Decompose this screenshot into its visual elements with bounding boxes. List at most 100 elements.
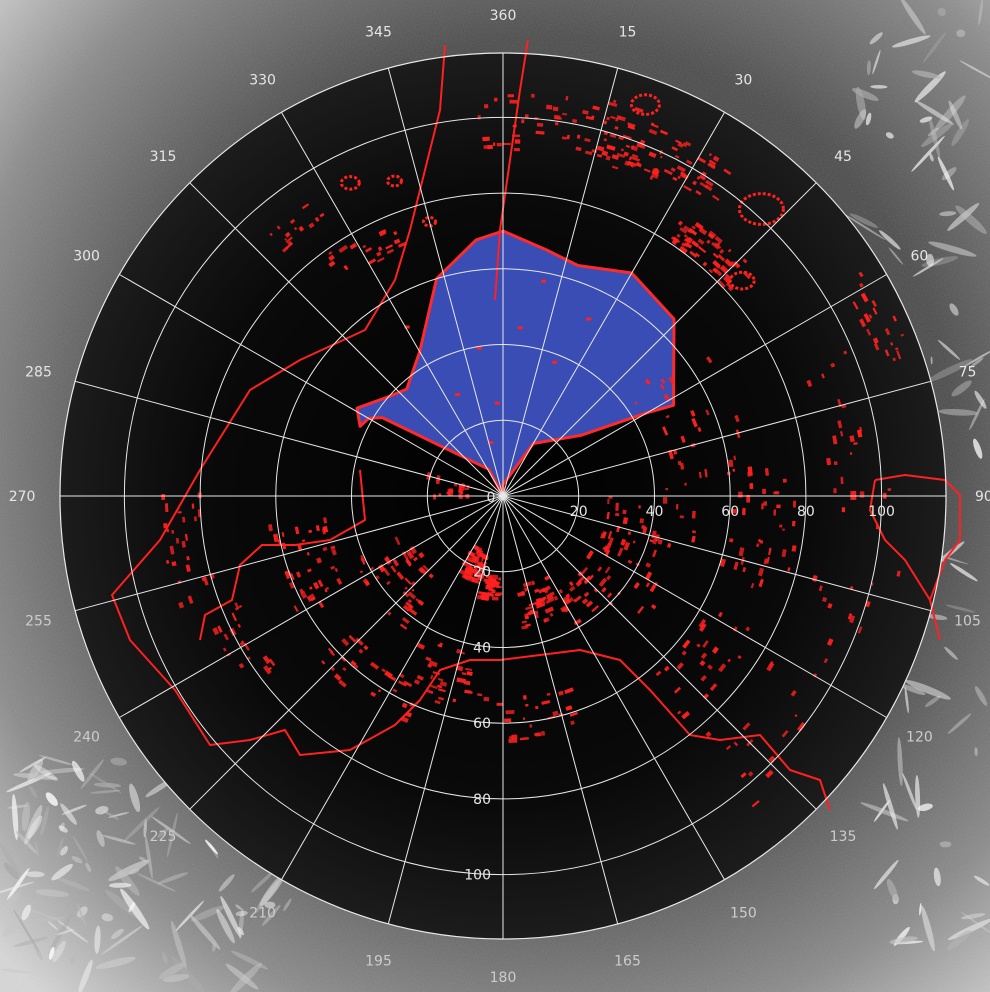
clutter-detection bbox=[645, 562, 651, 568]
clutter-detection bbox=[330, 565, 336, 570]
clutter-detection bbox=[382, 567, 391, 577]
clutter-detection bbox=[859, 491, 865, 498]
clutter-detection bbox=[360, 554, 366, 563]
terrain-ridge bbox=[39, 755, 74, 766]
clutter-detection bbox=[540, 730, 546, 736]
clutter-detection bbox=[718, 663, 727, 673]
clutter-detection bbox=[714, 235, 723, 244]
terrain-ridge bbox=[19, 756, 47, 773]
clutter-detection bbox=[652, 549, 658, 558]
clutter-detection bbox=[684, 482, 687, 486]
clutter-detection bbox=[598, 577, 608, 587]
clutter-detection bbox=[464, 487, 467, 491]
clutter-detection bbox=[459, 491, 464, 495]
clutter-detection bbox=[394, 536, 401, 546]
clutter-detection bbox=[482, 136, 490, 142]
clutter-detection bbox=[872, 307, 878, 315]
clutter-detection bbox=[523, 695, 527, 700]
clutter-detection bbox=[728, 538, 734, 543]
clutter-detection bbox=[507, 94, 514, 98]
clutter-detection bbox=[521, 590, 525, 596]
clutter-detection bbox=[541, 699, 551, 705]
clutter-detection bbox=[404, 577, 412, 585]
clutter-detection bbox=[409, 545, 418, 555]
azimuth-label: 270 bbox=[9, 489, 36, 505]
clutter-detection bbox=[727, 658, 731, 663]
clutter-detection bbox=[377, 246, 383, 252]
azimuth-spoke bbox=[74, 380, 504, 497]
clutter-detection bbox=[717, 254, 726, 262]
clutter-detection bbox=[572, 118, 578, 123]
terrain-ridge bbox=[57, 877, 90, 892]
clutter-detection bbox=[701, 171, 707, 177]
clutter-detection bbox=[181, 540, 186, 548]
terrain-ridge bbox=[921, 905, 935, 952]
clutter-detection bbox=[871, 300, 877, 308]
clutter-detection bbox=[762, 488, 766, 495]
clutter-detection bbox=[565, 705, 573, 711]
range-label-east: 20 bbox=[570, 504, 588, 520]
clutter-detection bbox=[858, 282, 864, 288]
clutter-detection bbox=[745, 626, 751, 632]
clutter-detection bbox=[849, 452, 853, 455]
range-label-east: 100 bbox=[868, 504, 895, 520]
terrain-ridge bbox=[904, 679, 951, 700]
terrain-ridge bbox=[35, 889, 70, 897]
clutter-detection bbox=[618, 136, 624, 141]
clutter-detection bbox=[643, 168, 651, 173]
clutter-detection bbox=[308, 222, 315, 229]
terrain-ridge bbox=[912, 70, 941, 79]
terrain-ridge bbox=[72, 835, 88, 862]
clutter-detection bbox=[859, 318, 867, 328]
clutter-detection bbox=[288, 581, 296, 589]
clutter-detection bbox=[306, 595, 313, 602]
clutter-detection bbox=[566, 134, 570, 140]
terrain-ridge bbox=[928, 241, 977, 257]
clutter-detection bbox=[386, 580, 391, 586]
terrain-ridge bbox=[254, 879, 281, 914]
clutter-detection bbox=[281, 531, 285, 537]
clutter-detection bbox=[751, 800, 760, 808]
clutter-detection bbox=[504, 718, 512, 723]
terrain-ridge bbox=[937, 156, 955, 191]
clutter-detection bbox=[430, 674, 434, 680]
clutter-detection bbox=[660, 378, 666, 385]
azimuth-label: 255 bbox=[25, 614, 52, 630]
clutter-detection bbox=[493, 142, 496, 146]
clutter-detection bbox=[742, 508, 746, 516]
clutter-detection bbox=[791, 545, 797, 552]
clutter-detection bbox=[433, 494, 437, 500]
clutter-detection bbox=[606, 511, 610, 520]
clutter-detection bbox=[794, 714, 798, 718]
sector-detection bbox=[517, 326, 523, 330]
clutter-detection bbox=[681, 242, 687, 248]
terrain-ridge bbox=[960, 913, 986, 920]
terrain-ridge bbox=[939, 841, 952, 848]
clutter-detection bbox=[663, 665, 670, 672]
clutter-detection bbox=[277, 539, 282, 546]
clutter-detection bbox=[358, 648, 364, 654]
clutter-detection bbox=[572, 599, 577, 603]
clutter-detection bbox=[554, 122, 559, 126]
clutter-detection bbox=[574, 595, 582, 603]
clutter-detection bbox=[596, 145, 605, 152]
clutter-detection bbox=[606, 575, 612, 581]
clutter-detection bbox=[724, 258, 733, 267]
azimuth-spoke bbox=[502, 182, 817, 497]
terrain-ridge bbox=[230, 950, 268, 970]
terrain-ridge bbox=[128, 902, 136, 913]
clutter-detection bbox=[524, 615, 530, 620]
terrain-ridge bbox=[225, 963, 259, 990]
clutter-detection bbox=[480, 557, 485, 562]
clutter-detection bbox=[733, 741, 739, 747]
terrain-ridge bbox=[933, 867, 941, 887]
clutter-detection bbox=[592, 105, 600, 111]
clutter-detection bbox=[284, 570, 291, 580]
azimuth-spoke bbox=[74, 495, 504, 612]
sector-detection bbox=[552, 360, 558, 364]
clutter-detection bbox=[464, 690, 473, 694]
terrain-ridge bbox=[902, 773, 917, 811]
sector-detection bbox=[586, 317, 592, 321]
clutter-detection bbox=[680, 435, 686, 443]
